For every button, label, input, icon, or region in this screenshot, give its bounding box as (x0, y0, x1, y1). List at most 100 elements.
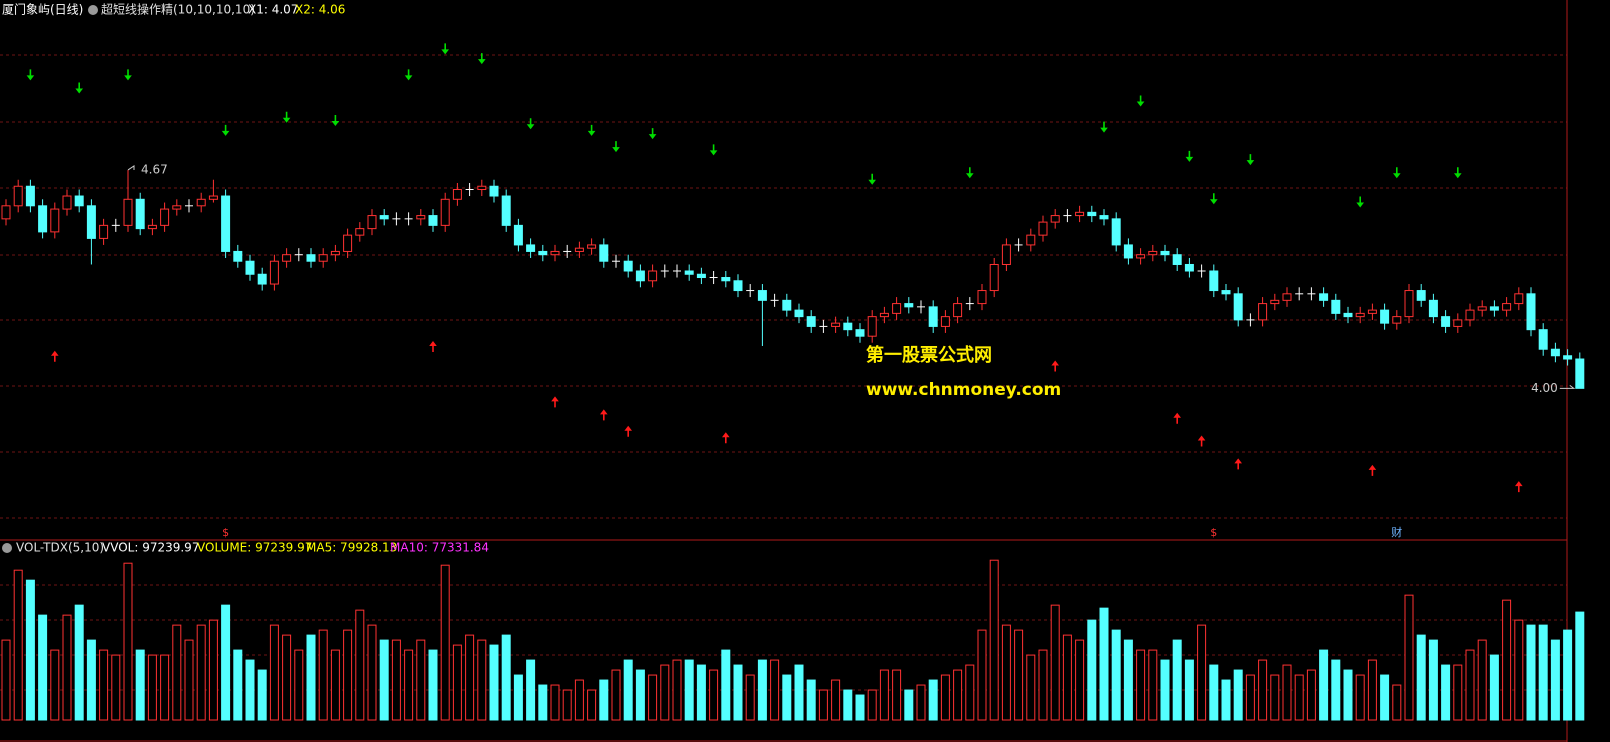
candle-body (757, 290, 767, 301)
volume-bar (1160, 659, 1170, 721)
candle-body (1209, 270, 1219, 292)
sell-arrow (1136, 95, 1145, 107)
sell-arrow (75, 82, 83, 94)
sell-arrow (1392, 167, 1401, 179)
watermark: 第一股票公式网 (866, 344, 992, 366)
volume-bar (1477, 639, 1487, 721)
volume-bar (1416, 634, 1426, 721)
candle-body (1489, 306, 1499, 311)
min-pointer (1559, 384, 1576, 389)
candle-body (1026, 234, 1036, 246)
volume-bar (916, 684, 926, 721)
volume-bar (562, 689, 572, 721)
volume-bar (477, 639, 487, 721)
candle-body (782, 299, 792, 311)
buy-arrow (600, 409, 608, 421)
volume-bar (13, 569, 23, 721)
volume-bar (1, 639, 11, 721)
volume-bar (855, 694, 865, 721)
sell-arrow (966, 167, 974, 179)
volume-bar (86, 639, 96, 721)
volume-bar (1489, 654, 1499, 721)
watermark: www.chnmoney.com (866, 380, 1061, 400)
buy-arrow (429, 340, 437, 352)
candle-body (1331, 299, 1341, 314)
volume-bar (416, 639, 426, 721)
candle-body (233, 250, 243, 262)
volume-bar (757, 659, 767, 721)
volume-bar (843, 689, 853, 721)
volume-bar (587, 689, 597, 721)
sell-arrow (1356, 196, 1364, 208)
candle-body (977, 290, 987, 305)
candle-body (1428, 299, 1438, 318)
volume-bar (831, 679, 841, 721)
volume-bar (1233, 669, 1243, 721)
volume-bar (733, 664, 743, 721)
candle-body (648, 270, 658, 282)
candle-body (1001, 244, 1011, 265)
volume-bar (879, 669, 889, 721)
volume-bar (928, 679, 938, 721)
volume-bar (709, 669, 719, 721)
volume-bar (452, 644, 462, 721)
indicator-name: 超短线操作精(10,10,10,10) (101, 2, 255, 17)
candle-body (794, 309, 804, 318)
volume-bar (294, 649, 304, 721)
candle-body (13, 185, 23, 207)
candle-body (1233, 293, 1243, 321)
volume-bar (1428, 639, 1438, 721)
candle-body (1404, 290, 1414, 318)
candle-body (1087, 211, 1097, 217)
candle-body (1563, 355, 1573, 360)
candle-body (379, 215, 389, 220)
sell-arrow (868, 173, 876, 185)
volume-bar (111, 654, 121, 721)
volume-bar (74, 604, 84, 721)
candle-body (806, 316, 816, 327)
volume-bar (318, 629, 328, 721)
volume-bar (1526, 624, 1536, 721)
candle-body (879, 312, 889, 318)
candle-body (269, 260, 279, 285)
volume-title: VOL-TDX(5,10) (16, 541, 104, 555)
candle-body (501, 195, 511, 226)
volume-bar (404, 649, 414, 721)
volume-bar (684, 659, 694, 721)
legend-entry: MA5: 79928.13 (306, 541, 397, 555)
candle-body (1319, 293, 1329, 301)
volume-bar (721, 649, 731, 721)
candle-body (196, 198, 206, 207)
sell-arrow (26, 69, 35, 81)
volume-bar (1136, 649, 1146, 721)
buy-arrow (624, 425, 632, 437)
candle-body (1538, 329, 1548, 350)
volume-bar (550, 684, 560, 721)
volume-bar (782, 674, 792, 721)
sell-arrow (124, 69, 132, 81)
volume-bar (1062, 634, 1072, 721)
volume-bar (1550, 639, 1560, 721)
volume-bar (135, 649, 145, 721)
candle-body (855, 329, 865, 337)
candle-body (684, 270, 694, 275)
volume-bar (1563, 629, 1573, 721)
candle-body (477, 185, 487, 191)
volume-bar (867, 689, 877, 721)
sell-arrow (441, 43, 449, 55)
candle-body (1136, 254, 1146, 259)
candle-body (550, 250, 560, 256)
menu-icon[interactable] (88, 5, 98, 15)
volume-bar (1575, 611, 1585, 721)
volume-bar (233, 649, 243, 721)
volume-bar (1111, 629, 1121, 721)
volume-bar (672, 659, 682, 721)
volume-bar (1184, 659, 1194, 721)
volume-bar (391, 639, 401, 721)
volume-bar (99, 649, 109, 721)
menu-icon[interactable] (2, 543, 12, 553)
buy-arrow (1197, 435, 1206, 447)
buy-arrow (722, 432, 730, 444)
volume-bar (513, 674, 523, 721)
